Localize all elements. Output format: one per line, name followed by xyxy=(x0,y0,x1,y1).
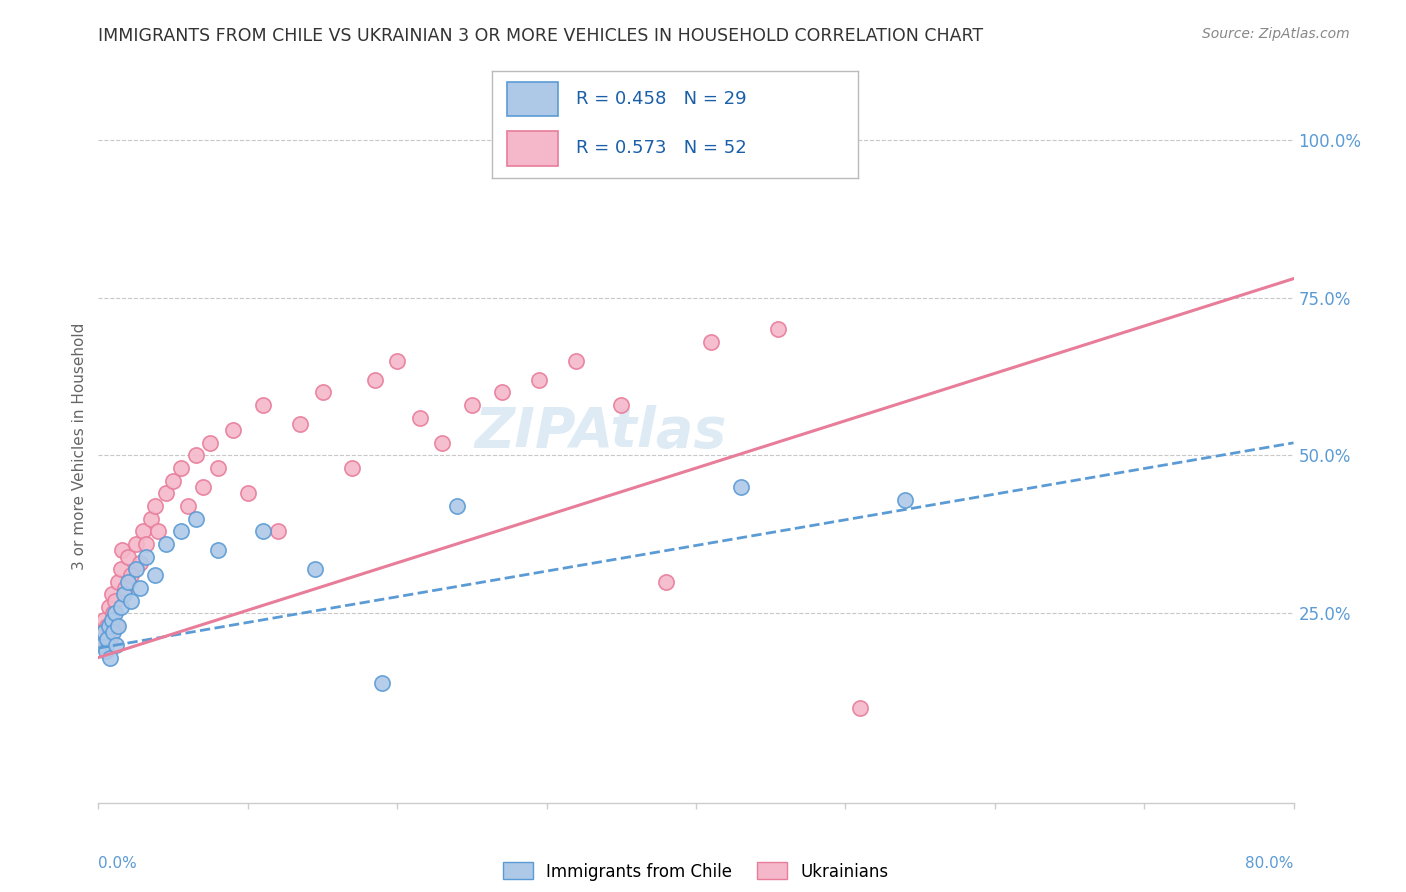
Point xyxy=(103,607,125,621)
Point xyxy=(267,524,290,539)
Point xyxy=(107,574,129,589)
FancyBboxPatch shape xyxy=(506,82,558,116)
Point xyxy=(371,675,394,690)
Point xyxy=(565,353,588,368)
Point xyxy=(107,619,129,633)
Point xyxy=(135,537,157,551)
Point xyxy=(207,461,229,475)
Text: 80.0%: 80.0% xyxy=(1246,856,1294,871)
Point xyxy=(766,322,789,336)
Point xyxy=(103,625,125,640)
Text: R = 0.573   N = 52: R = 0.573 N = 52 xyxy=(576,139,747,157)
Point xyxy=(222,423,245,437)
Point xyxy=(491,385,513,400)
Point xyxy=(132,524,155,539)
Legend: Immigrants from Chile, Ukrainians: Immigrants from Chile, Ukrainians xyxy=(496,855,896,888)
Point xyxy=(148,524,170,539)
Point xyxy=(100,632,122,646)
Point xyxy=(91,625,114,640)
Point xyxy=(93,613,115,627)
Point xyxy=(385,353,409,368)
Point xyxy=(655,574,678,589)
Point xyxy=(304,562,326,576)
Point xyxy=(191,480,214,494)
Point xyxy=(125,562,148,576)
Point xyxy=(104,593,127,607)
Point xyxy=(93,625,115,640)
Point xyxy=(100,650,122,665)
Point xyxy=(143,499,166,513)
Point xyxy=(120,593,142,607)
Point xyxy=(342,461,364,475)
Point xyxy=(110,562,132,576)
Point xyxy=(184,511,207,525)
Point xyxy=(288,417,311,431)
Point xyxy=(101,587,124,601)
Point xyxy=(849,701,872,715)
Point xyxy=(169,461,191,475)
Point xyxy=(364,373,387,387)
Point xyxy=(527,373,550,387)
Point xyxy=(252,524,274,539)
Point xyxy=(700,334,723,349)
Point xyxy=(730,480,752,494)
Point xyxy=(96,632,118,646)
Point xyxy=(129,556,152,570)
Point xyxy=(129,581,152,595)
Point xyxy=(96,619,118,633)
Point xyxy=(311,385,333,400)
Point xyxy=(117,549,139,564)
Point xyxy=(155,537,177,551)
Point xyxy=(461,398,484,412)
Text: ZIPAtlas: ZIPAtlas xyxy=(474,405,727,458)
Point xyxy=(135,549,157,564)
Point xyxy=(91,638,114,652)
Point xyxy=(184,449,207,463)
Point xyxy=(155,486,177,500)
Text: IMMIGRANTS FROM CHILE VS UKRAINIAN 3 OR MORE VEHICLES IN HOUSEHOLD CORRELATION C: IMMIGRANTS FROM CHILE VS UKRAINIAN 3 OR … xyxy=(98,27,984,45)
Point xyxy=(894,492,917,507)
Point xyxy=(200,435,222,450)
Point xyxy=(1386,133,1406,147)
Point xyxy=(120,568,142,582)
Point xyxy=(97,619,120,633)
Point xyxy=(112,587,135,601)
Point xyxy=(101,613,124,627)
Point xyxy=(105,619,128,633)
FancyBboxPatch shape xyxy=(506,131,558,166)
Point xyxy=(252,398,274,412)
Point xyxy=(446,499,468,513)
Point xyxy=(94,638,117,652)
Point xyxy=(94,644,117,658)
Point xyxy=(143,568,166,582)
Point xyxy=(125,537,148,551)
Point xyxy=(408,410,430,425)
Point xyxy=(110,600,132,615)
Point xyxy=(430,435,453,450)
Point xyxy=(104,607,127,621)
Point xyxy=(97,600,120,615)
Point xyxy=(114,581,136,595)
Point xyxy=(236,486,259,500)
Point xyxy=(162,474,184,488)
Y-axis label: 3 or more Vehicles in Household: 3 or more Vehicles in Household xyxy=(72,322,87,570)
Point xyxy=(117,574,139,589)
Point xyxy=(111,543,134,558)
Point xyxy=(610,398,633,412)
Point xyxy=(105,638,128,652)
Text: R = 0.458   N = 29: R = 0.458 N = 29 xyxy=(576,90,747,108)
Point xyxy=(207,543,229,558)
Point xyxy=(169,524,191,539)
Text: 0.0%: 0.0% xyxy=(98,856,138,871)
Text: Source: ZipAtlas.com: Source: ZipAtlas.com xyxy=(1202,27,1350,41)
Point xyxy=(139,511,162,525)
Point xyxy=(177,499,200,513)
